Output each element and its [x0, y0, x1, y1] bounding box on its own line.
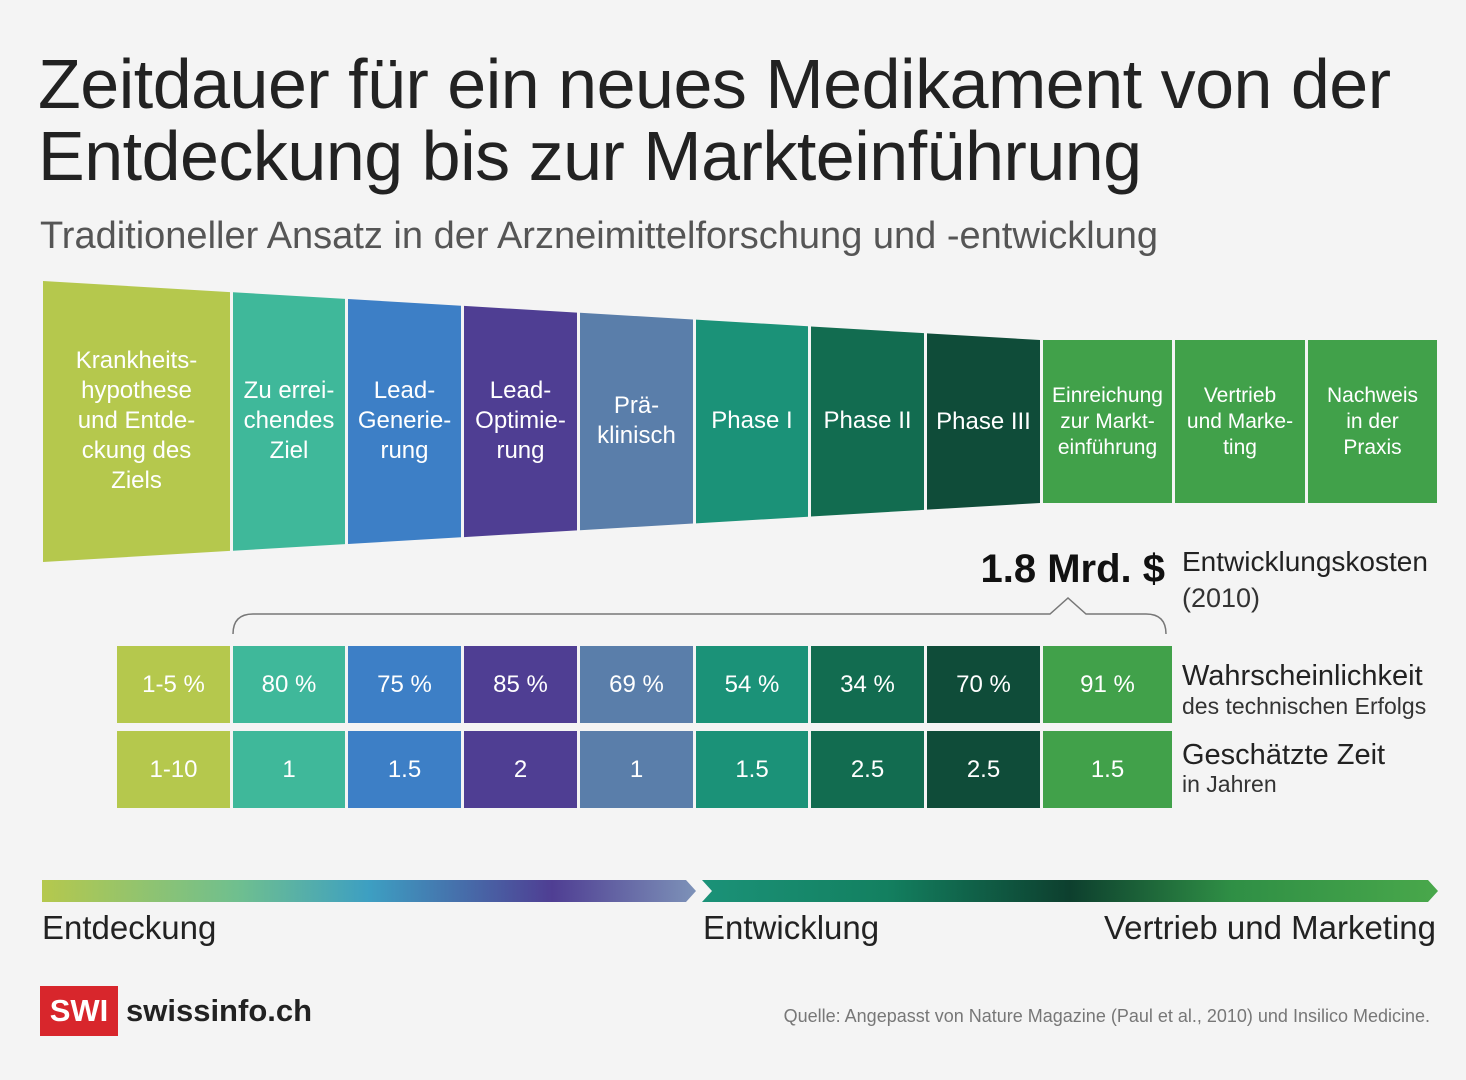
years-cell: 2.5 [811, 731, 924, 808]
stage-block [811, 326, 924, 517]
probability-title: Wahrscheinlichkeit [1182, 660, 1423, 692]
stage-label: Vertrieb und Marke- ting [1186, 383, 1294, 459]
stage-block [580, 312, 693, 531]
stage-block [233, 292, 345, 551]
cost-year: (2010) [1182, 583, 1261, 613]
years-cell: 1.5 [696, 731, 808, 808]
years-cell: 1.5 [1043, 731, 1172, 808]
stage-label: Einreichung zur Markt- einführung [1052, 383, 1163, 459]
stage-block [1308, 340, 1437, 503]
time-subtitle: in Jahren [1182, 771, 1277, 797]
years-cell: 2 [464, 731, 577, 808]
stage-block [927, 333, 1040, 510]
cost-label: Entwicklungskosten [1182, 546, 1428, 577]
swi-logo: SWI [40, 986, 118, 1036]
probability-subtitle: des technischen Erfolgs [1182, 693, 1427, 719]
years-cell: 2.5 [927, 731, 1040, 808]
probability-cell: 91 % [1043, 646, 1172, 723]
stage-block [1043, 340, 1172, 503]
probability-cell: 69 % [580, 646, 693, 723]
probability-cell: 80 % [233, 646, 345, 723]
probability-cell: 54 % [696, 646, 808, 723]
stage-label: Nachweis in der Praxis [1326, 383, 1419, 459]
phase-marketing: Vertrieb und Marketing [1103, 909, 1436, 946]
source-note: Quelle: Angepasst von Nature Magazine (P… [783, 1006, 1430, 1026]
years-cell: 1.5 [348, 731, 461, 808]
stage-label: Krankheits- hypothese und Entde- ckung d… [75, 347, 198, 495]
years-cell: 1 [233, 731, 345, 808]
stage-block [348, 299, 461, 544]
page-subtitle: Traditioneller Ansatz in der Arzneimitte… [40, 215, 1159, 257]
years-cell: 1-10 [117, 731, 230, 808]
phase-discovery: Entdeckung [42, 909, 217, 946]
brand-name: swissinfo.ch [126, 993, 313, 1028]
stage-label: Phase III [936, 407, 1031, 435]
time-title: Geschätzte Zeit [1182, 739, 1386, 771]
probability-cell: 85 % [464, 646, 577, 723]
probability-cell: 70 % [927, 646, 1040, 723]
development-arrow [702, 880, 1438, 902]
discovery-arrow [42, 880, 696, 902]
stage-label: Phase I [711, 407, 793, 435]
stage-label: Zu errei- chendes Ziel [243, 377, 335, 465]
stage-block [1175, 340, 1305, 503]
stage-label: Prä- klinisch [597, 392, 676, 450]
probability-cell: 1-5 % [117, 646, 230, 723]
page-title: Zeitdauer für ein neues Medikament von d… [38, 45, 1391, 195]
stage-label: Lead- Generie- rung [357, 377, 452, 465]
stage-label: Phase II [823, 407, 912, 435]
probability-cell: 75 % [348, 646, 461, 723]
years-cell: 1 [580, 731, 693, 808]
stage-label: Lead- Optimie- rung [475, 377, 566, 465]
phase-development: Entwicklung [703, 909, 880, 946]
cost-value: 1.8 Mrd. $ [980, 547, 1165, 591]
stage-block [43, 281, 230, 562]
probability-cell: 34 % [811, 646, 924, 723]
stage-block [696, 319, 808, 524]
stage-block [464, 305, 577, 538]
